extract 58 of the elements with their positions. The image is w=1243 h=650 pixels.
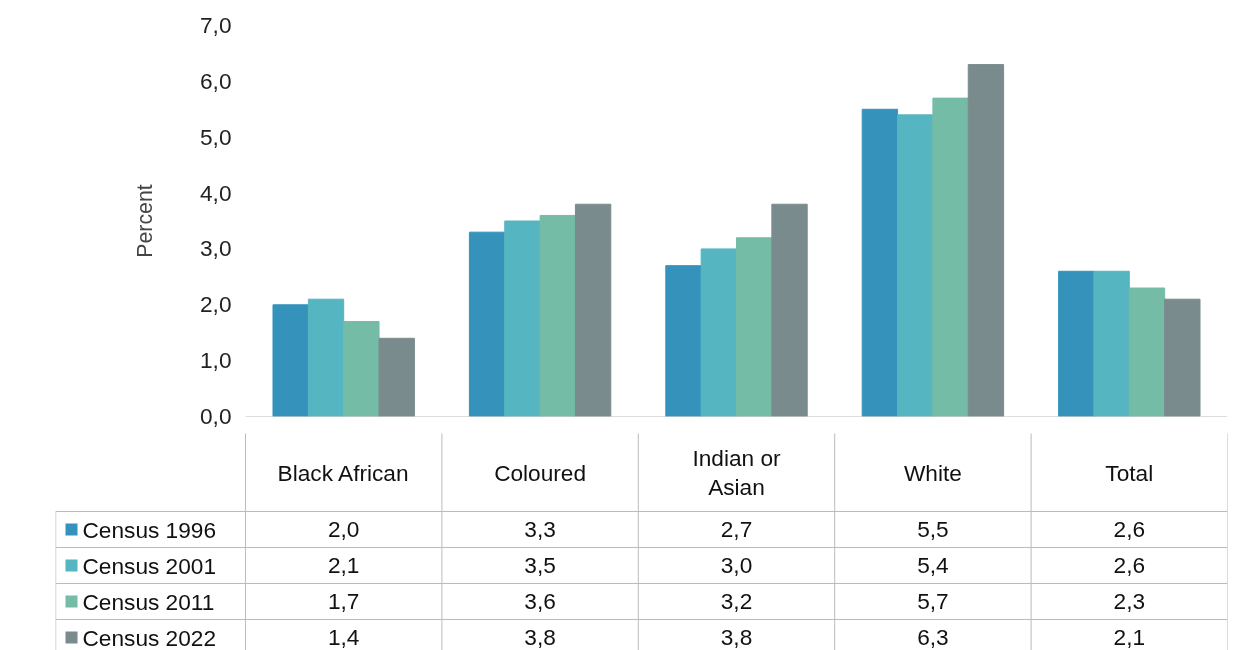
data-label: 3,8 (720, 624, 753, 650)
bar (343, 321, 380, 417)
y-axis-title: Percent (133, 184, 157, 258)
bar (378, 337, 415, 417)
y-tick-label: 6,0 (200, 67, 232, 94)
data-label: 3,0 (720, 552, 753, 578)
y-tick-label: 5,0 (200, 123, 232, 150)
bar (736, 237, 773, 417)
data-label: 2,6 (1113, 552, 1146, 578)
y-tick-label: 0,0 (200, 403, 232, 429)
y-tick-label: 7,0 (200, 12, 232, 38)
y-tick-label: 3,0 (200, 235, 232, 262)
y-tick-label: 4,0 (200, 179, 232, 206)
x-tick-label: White (903, 459, 962, 486)
data-label: 3,5 (524, 552, 556, 578)
bar (967, 64, 1005, 417)
y-tick-label: 2,0 (200, 291, 232, 318)
legend-label: Census 2022 (82, 624, 217, 650)
data-label: 3,6 (524, 588, 556, 614)
bar (307, 298, 345, 417)
bar (665, 265, 702, 417)
data-label: 2,7 (720, 516, 753, 542)
data-label: 1,4 (327, 624, 360, 650)
data-label: 2,0 (327, 516, 360, 542)
bar (897, 114, 934, 417)
bar (1093, 270, 1130, 417)
bar (468, 231, 506, 417)
bar (771, 203, 808, 417)
x-tick-label: Black African (277, 459, 409, 486)
data-label: 1,7 (327, 588, 360, 614)
bar (272, 304, 309, 417)
bar (861, 108, 899, 417)
legend-label: Census 1996 (82, 516, 217, 543)
data-label: 2,6 (1113, 516, 1146, 542)
data-label: 5,4 (917, 552, 949, 578)
data-label: 5,7 (917, 588, 949, 614)
data-label: 3,8 (524, 624, 556, 650)
data-label: 3,3 (524, 516, 556, 542)
bar (539, 214, 576, 417)
x-tick-label: Coloured (494, 459, 587, 486)
data-label: 3,2 (720, 588, 753, 614)
bar (504, 220, 541, 417)
bar (1128, 287, 1166, 417)
legend-label: Census 2011 (82, 588, 215, 615)
bar (574, 203, 612, 417)
bar (700, 248, 737, 417)
data-label: 2,1 (327, 552, 360, 578)
bar (932, 97, 969, 417)
data-label: 2,1 (1113, 624, 1146, 650)
y-tick-label: 1,0 (200, 347, 232, 374)
data-label: 6,3 (917, 624, 949, 650)
x-tick-label: Indian or Asian (692, 444, 782, 501)
legend-label: Census 2001 (82, 552, 217, 579)
data-label: 5,5 (917, 516, 949, 542)
x-tick-label: Total (1105, 459, 1154, 486)
bar (1058, 270, 1095, 417)
data-label: 2,3 (1113, 588, 1146, 614)
bar (1164, 298, 1201, 417)
